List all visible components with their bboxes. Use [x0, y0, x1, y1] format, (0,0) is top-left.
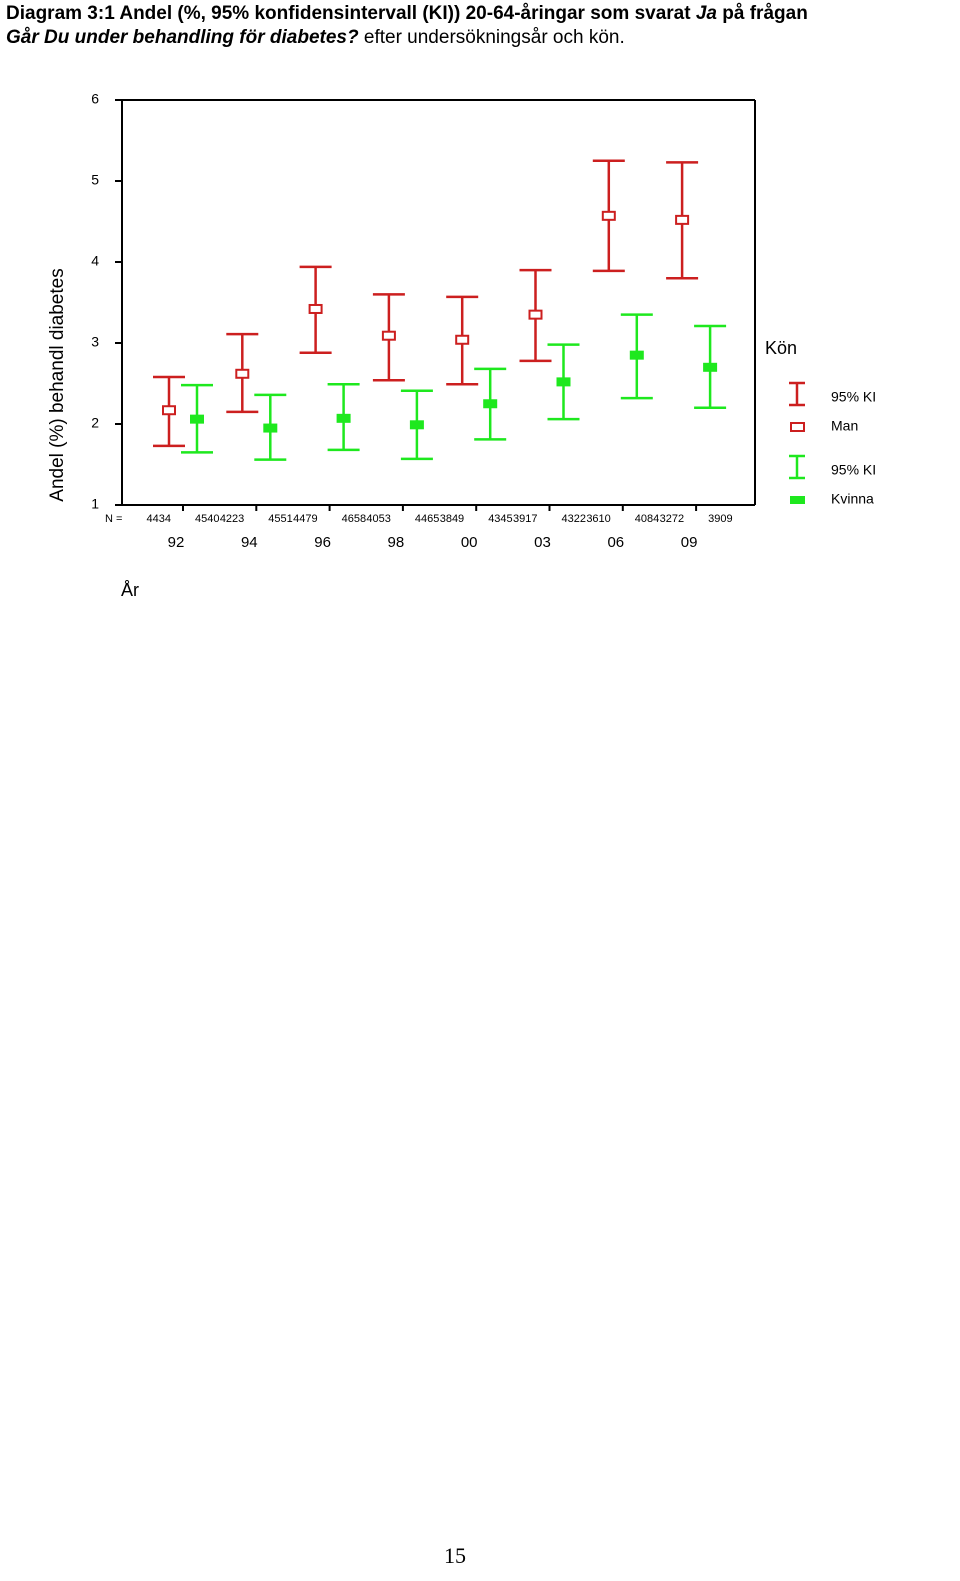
title: Diagram 3:1 Andel (%, 95% konfidensinter… [6, 2, 956, 50]
title-part: Ja [695, 3, 717, 24]
title-part: Diagram 3:1 Andel (%, 95% konfidensinter… [6, 3, 696, 24]
x-tick-label: 00 [461, 534, 478, 551]
x-tick-label: 96 [314, 534, 331, 551]
n-count: 3909 [708, 513, 732, 525]
legend-ci-label: 95% KI [831, 389, 876, 405]
mean-marker [675, 214, 690, 225]
y-axis-label: Andel (%) behandl diabetes [47, 268, 68, 501]
mean-marker [556, 377, 571, 387]
n-count: 4540 [195, 513, 219, 525]
n-count: 4479 [293, 513, 317, 525]
n-count: 3272 [660, 513, 684, 525]
x-tick-label: 06 [607, 534, 624, 551]
mean-marker [455, 334, 470, 345]
mean-marker [483, 399, 498, 409]
n-count: 4223 [220, 513, 244, 525]
mean-marker [190, 414, 204, 424]
title-part: på frågan [717, 3, 808, 24]
n-count: 4434 [147, 513, 171, 525]
page-number: 15 [444, 1543, 466, 1568]
mean-marker [629, 350, 644, 360]
y-tick-label: 6 [91, 91, 99, 107]
legend-label: Kvinna [831, 491, 874, 507]
mean-marker [601, 210, 616, 221]
x-tick-label: 92 [168, 534, 185, 551]
mean-marker [381, 330, 396, 341]
n-label: N = [105, 513, 122, 525]
x-tick-label: 09 [681, 534, 698, 551]
n-count: 4345 [488, 513, 512, 525]
y-tick-label: 5 [91, 172, 99, 188]
mean-marker [162, 405, 176, 416]
n-count: 4551 [268, 513, 292, 525]
x-axis-label: År [121, 580, 139, 600]
y-tick-label: 4 [91, 253, 99, 269]
y-tick-label: 2 [91, 415, 99, 431]
n-count: 4322 [562, 513, 586, 525]
legend-title: Kön [765, 338, 797, 358]
title-part: Går Du under behandling för diabetes? [6, 27, 359, 48]
n-count: 3610 [586, 513, 610, 525]
mean-marker [308, 303, 323, 314]
mean-marker [336, 413, 351, 423]
x-tick-label: 94 [241, 534, 258, 551]
y-tick-label: 1 [91, 496, 99, 512]
legend-label: Man [831, 418, 858, 434]
mean-marker [263, 423, 278, 433]
chart: Andel (%) behandl diabetes År N = Kön 1 2… [47, 91, 876, 600]
mean-marker [528, 309, 543, 320]
x-tick-label: 98 [388, 534, 405, 551]
x-tick-label: 03 [534, 534, 551, 551]
mean-marker [409, 420, 424, 430]
mean-marker [703, 362, 718, 372]
n-count: 3917 [513, 513, 537, 525]
n-count: 4084 [635, 513, 659, 525]
n-count: 4465 [415, 513, 439, 525]
legend-marker [790, 422, 805, 432]
title-part: efter undersökningsår och kön. [358, 27, 625, 48]
n-count: 4053 [366, 513, 390, 525]
n-count: 4658 [342, 513, 366, 525]
legend-ci-label: 95% KI [831, 462, 876, 478]
legend-marker [790, 496, 805, 504]
mean-marker [235, 368, 250, 379]
y-tick-label: 3 [91, 334, 99, 350]
n-count: 3849 [440, 513, 464, 525]
